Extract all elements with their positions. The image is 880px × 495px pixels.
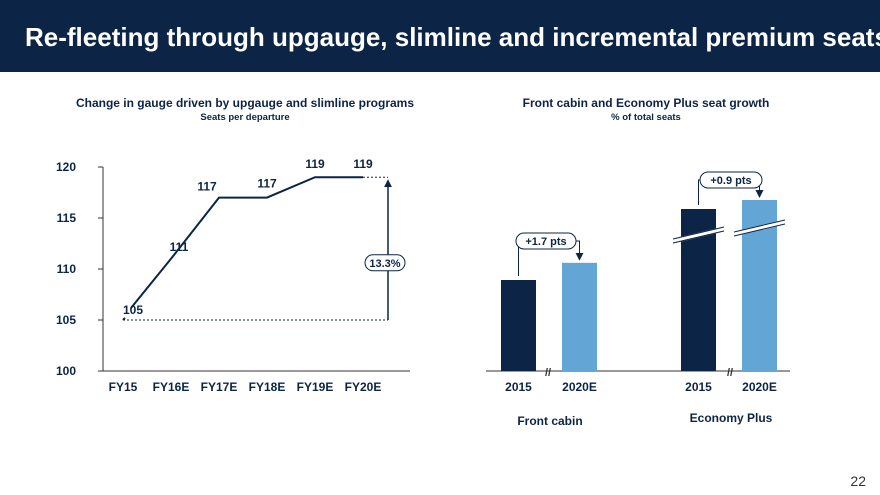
y-tick-label: 120	[56, 160, 76, 174]
data-label: 117	[197, 180, 217, 194]
bracket-annotation-label: +0.9 pts	[710, 175, 751, 187]
data-label: 105	[123, 303, 143, 317]
line-chart-subtitle: Seats per departure	[200, 112, 289, 123]
page-title: Re-fleeting through upgauge, slimline an…	[25, 22, 880, 52]
line-chart-title: Change in gauge driven by upgauge and sl…	[76, 96, 414, 110]
y-tick-label: 110	[57, 262, 77, 276]
bar-break-gap	[672, 226, 725, 244]
x-tick-label: FY19E	[297, 380, 334, 394]
x-tick-label: FY17E	[201, 380, 238, 394]
bar-break-line	[672, 226, 725, 240]
bar-break-gap	[733, 219, 786, 237]
y-tick-label: 115	[57, 211, 77, 225]
data-label: 119	[305, 157, 325, 171]
y-tick-label: 105	[56, 313, 76, 327]
data-label: 119	[353, 157, 373, 171]
growth-annotation-label: 13.3%	[369, 258, 400, 270]
bar-break-line	[733, 219, 786, 233]
bar-category-label: 2020E	[562, 380, 597, 394]
bar-break-line	[672, 230, 725, 244]
bracket-annotation-box	[515, 232, 577, 250]
bar-break-line	[733, 223, 786, 237]
bar	[501, 280, 536, 371]
series-line-start	[122, 317, 126, 321]
bar	[562, 262, 597, 371]
bar-category-label: 2020E	[742, 380, 777, 394]
bar-chart-title: Front cabin and Economy Plus seat growth	[523, 96, 770, 110]
axis-break-marker: //	[727, 367, 733, 379]
series-line	[130, 176, 363, 309]
page-number: 22	[850, 473, 866, 489]
growth-annotation-box	[364, 254, 406, 272]
x-tick-label: FY20E	[345, 380, 382, 394]
line-chart: 100 105 110 115 120 FY15 FY16E FY17E FY18E FY19E F…	[56, 157, 410, 394]
bracket-annotation-label: +1.7 pts	[525, 236, 566, 248]
bar-category-label: 2015	[685, 380, 712, 394]
x-tick-label: FY15	[109, 380, 138, 394]
bar-chart-subtitle: % of total seats	[611, 112, 681, 123]
header-bar: Re-fleeting through upgauge, slimline an…	[0, 0, 880, 72]
bar-chart: // // 2015 2020E +1.7 pts Front cabin 2015 2020…	[486, 171, 790, 428]
data-label: 111	[170, 240, 189, 254]
bar-group-label: Economy Plus	[690, 411, 773, 425]
x-tick-label: FY18E	[249, 380, 286, 394]
bracket-annotation-box	[699, 171, 763, 189]
bar-group-label: Front cabin	[517, 414, 582, 428]
y-tick-label: 100	[56, 364, 76, 378]
x-tick-label: FY16E	[153, 380, 190, 394]
bar-category-label: 2015	[505, 380, 532, 394]
axis-break-marker: //	[545, 367, 551, 379]
data-label: 117	[257, 177, 277, 191]
